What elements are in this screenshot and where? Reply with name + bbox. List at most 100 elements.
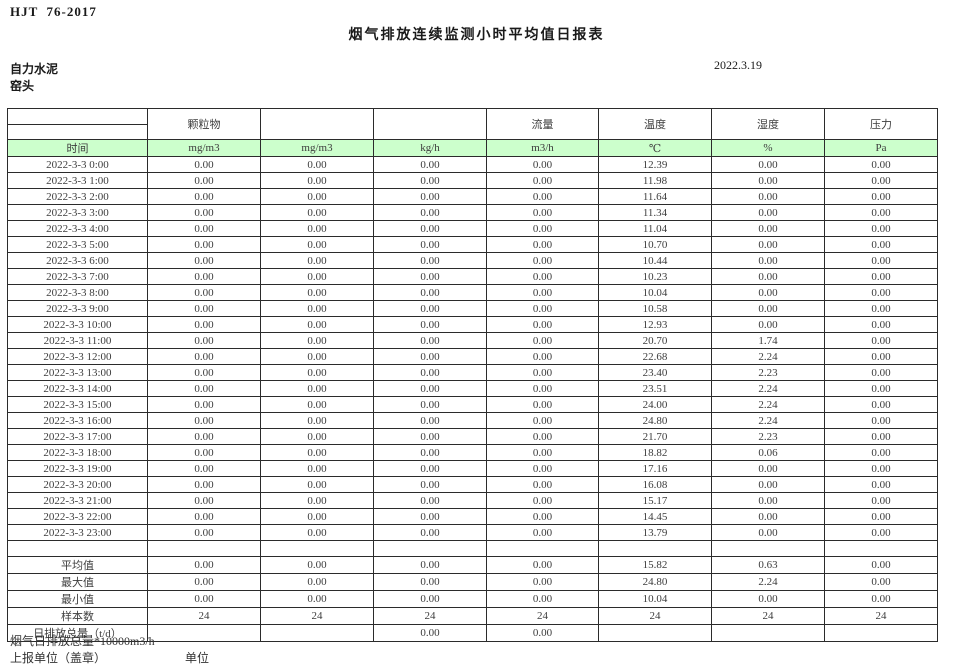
value-cell: 0.00 <box>824 444 938 461</box>
table-row: 2022-3-3 23:00 0.00 0.00 0.00 0.00 13.79 0.00 0… <box>7 524 938 541</box>
value-cell: 0.00 <box>824 156 938 173</box>
value-cell: 24.80 <box>598 412 712 429</box>
value-cell: 0.00 <box>373 204 487 221</box>
value-cell: 0.00 <box>711 220 825 237</box>
value-cell: 0.00 <box>260 508 374 525</box>
value-cell: 0.00 <box>260 204 374 221</box>
value-cell: 0.00 <box>711 188 825 205</box>
value-cell: 0.00 <box>824 508 938 525</box>
value-cell: 0.00 <box>147 460 261 477</box>
header-temperature: 温度 <box>598 108 712 140</box>
value-cell: 0.00 <box>824 332 938 349</box>
value-cell: 0.00 <box>373 460 487 477</box>
value-cell: 0.00 <box>260 188 374 205</box>
value-cell <box>711 624 825 642</box>
value-cell: 0.00 <box>147 444 261 461</box>
table-row: 2022-3-3 5:00 0.00 0.00 0.00 0.00 10.70 0.00 0.… <box>7 236 938 253</box>
time-cell: 2022-3-3 9:00 <box>7 300 148 317</box>
value-cell: 0.00 <box>260 332 374 349</box>
value-cell: 0.00 <box>373 396 487 413</box>
value-cell: 0.00 <box>711 172 825 189</box>
value-cell: 0.00 <box>486 508 599 525</box>
value-cell: 0.00 <box>373 268 487 285</box>
value-cell: 2.23 <box>711 428 825 445</box>
value-cell: 0.00 <box>486 556 599 574</box>
value-cell <box>147 624 261 642</box>
value-cell: 10.23 <box>598 268 712 285</box>
value-cell: 0.00 <box>824 236 938 253</box>
summary-row: 最小值 0.00 0.00 0.00 0.00 10.04 0.00 0.00 <box>7 590 938 608</box>
footnote: 烟气日排放总量*10000m3/h <box>10 634 155 648</box>
value-cell: 0.00 <box>260 396 374 413</box>
value-cell: 0.00 <box>373 364 487 381</box>
value-cell: 0.00 <box>147 332 261 349</box>
unit-celsius: ℃ <box>598 139 712 157</box>
value-cell: 0.00 <box>260 364 374 381</box>
value-cell: 0.00 <box>486 444 599 461</box>
value-cell: 0.00 <box>486 492 599 509</box>
table-row: 2022-3-3 20:00 0.00 0.00 0.00 0.00 16.08 0.00 0… <box>7 476 938 493</box>
time-cell: 2022-3-3 21:00 <box>7 492 148 509</box>
value-cell: 0.00 <box>486 573 599 591</box>
value-cell: 0.00 <box>373 492 487 509</box>
time-cell: 2022-3-3 11:00 <box>7 332 148 349</box>
value-cell: 0.00 <box>147 316 261 333</box>
summary-label: 平均值 <box>7 556 148 574</box>
report-date: 2022.3.19 <box>714 58 762 72</box>
value-cell: 0.00 <box>824 252 938 269</box>
value-cell: 0.00 <box>147 300 261 317</box>
value-cell: 0.00 <box>147 364 261 381</box>
value-cell: 0.00 <box>711 590 825 608</box>
value-cell: 0.00 <box>824 364 938 381</box>
value-cell: 16.08 <box>598 476 712 493</box>
value-cell: 2.24 <box>711 412 825 429</box>
location-name: 窑头 <box>10 79 35 93</box>
header-blank-col4 <box>373 108 487 140</box>
value-cell: 0.00 <box>711 156 825 173</box>
value-cell: 0.00 <box>711 476 825 493</box>
summary-label: 最小值 <box>7 590 148 608</box>
value-cell: 24 <box>147 607 261 625</box>
value-cell: 0.00 <box>147 524 261 541</box>
value-cell: 0.00 <box>373 380 487 397</box>
value-cell: 11.34 <box>598 204 712 221</box>
value-cell: 0.00 <box>486 476 599 493</box>
table-row: 2022-3-3 14:00 0.00 0.00 0.00 0.00 23.51 2.24 0… <box>7 380 938 397</box>
value-cell: 0.00 <box>711 268 825 285</box>
value-cell <box>598 624 712 642</box>
table-row: 2022-3-3 17:00 0.00 0.00 0.00 0.00 21.70 2.23 0… <box>7 428 938 445</box>
value-cell: 0.00 <box>824 573 938 591</box>
value-cell: 0.00 <box>711 252 825 269</box>
unit-m3h: m3/h <box>486 139 599 157</box>
value-cell: 0.00 <box>486 624 599 642</box>
value-cell: 0.00 <box>486 236 599 253</box>
value-cell: 0.00 <box>373 573 487 591</box>
value-cell: 0.00 <box>373 476 487 493</box>
report-table: 颗粒物 流量 温度 湿度 压力 时间 mg/m3 mg/m3 kg/h m3/h… <box>7 108 938 642</box>
summary-row: 样本数 24 24 24 24 24 24 24 <box>7 607 938 625</box>
value-cell: 24.00 <box>598 396 712 413</box>
value-cell: 0.00 <box>373 556 487 574</box>
value-cell: 0.00 <box>260 172 374 189</box>
value-cell: 0.00 <box>260 252 374 269</box>
unit-pa: Pa <box>824 139 938 157</box>
value-cell: 0.00 <box>147 476 261 493</box>
value-cell: 0.00 <box>824 460 938 477</box>
header-particulate: 颗粒物 <box>147 108 261 140</box>
data-rows: 2022-3-3 0:00 0.00 0.00 0.00 0.00 12.39 0.00 0.… <box>7 156 938 541</box>
value-cell: 24 <box>486 607 599 625</box>
value-cell: 0.00 <box>260 348 374 365</box>
time-cell: 2022-3-3 10:00 <box>7 316 148 333</box>
value-cell: 0.00 <box>824 556 938 574</box>
value-cell: 11.64 <box>598 188 712 205</box>
value-cell: 0.00 <box>486 316 599 333</box>
table-row: 2022-3-3 4:00 0.00 0.00 0.00 0.00 11.04 0.00 0.… <box>7 220 938 237</box>
time-cell: 2022-3-3 20:00 <box>7 476 148 493</box>
value-cell: 0.00 <box>373 188 487 205</box>
value-cell: 0.00 <box>486 220 599 237</box>
value-cell: 0.00 <box>147 252 261 269</box>
value-cell: 0.00 <box>711 236 825 253</box>
value-cell: 0.00 <box>260 428 374 445</box>
value-cell: 0.00 <box>824 300 938 317</box>
value-cell: 0.00 <box>486 348 599 365</box>
